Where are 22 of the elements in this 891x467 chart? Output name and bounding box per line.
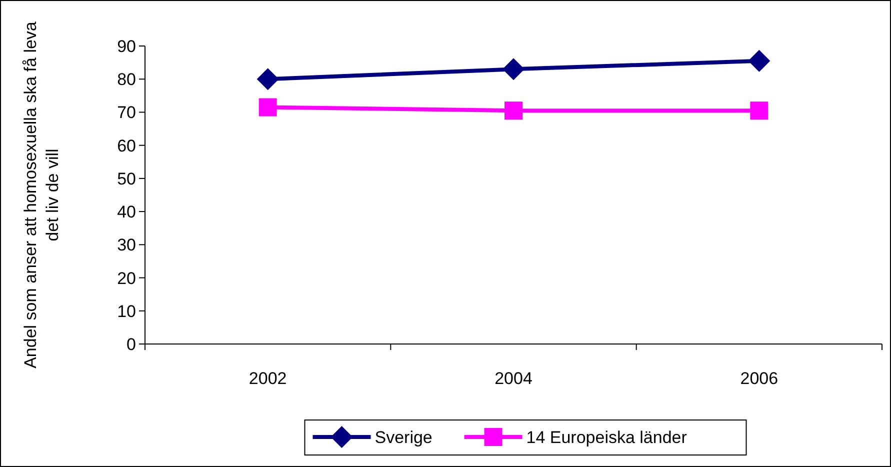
point <box>258 98 277 116</box>
y-tick-label: 20 <box>117 268 136 288</box>
x-tick-label: 2002 <box>248 369 287 388</box>
x-tick-label: 2006 <box>740 369 778 388</box>
y-tick-label: 90 <box>117 37 136 56</box>
y-tick-label: 10 <box>117 302 136 321</box>
legend-label: 14 Europeiska länder <box>526 428 688 447</box>
x-tick-label: 2004 <box>494 369 532 388</box>
y-tick-label: 70 <box>117 103 136 122</box>
y-tick-label: 0 <box>126 335 136 354</box>
point <box>504 102 522 120</box>
point <box>748 50 770 72</box>
y-tick-label: 40 <box>117 202 136 222</box>
point <box>256 68 279 90</box>
y-axis-title: Andel som anser att homosexuella ska få leva det liv de vill <box>21 21 62 368</box>
y-tick-label: 30 <box>117 236 136 255</box>
point <box>750 102 768 120</box>
y-tick-label: 60 <box>117 136 136 156</box>
point <box>502 58 524 80</box>
y-tick-label: 50 <box>117 169 136 188</box>
y-tick-label: 80 <box>117 70 136 90</box>
legend-label: Sverige <box>374 428 432 447</box>
